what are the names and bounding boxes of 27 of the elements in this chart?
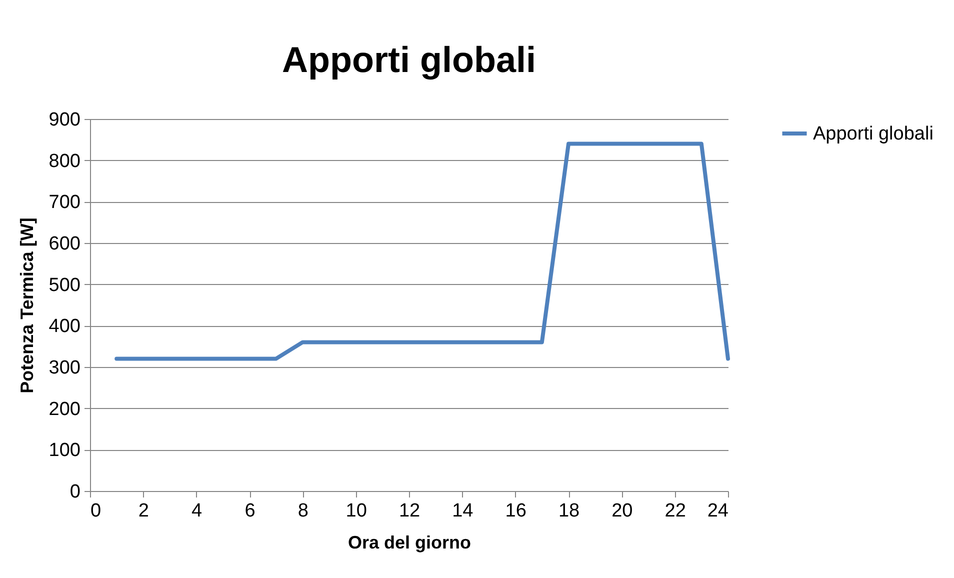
x-tick-label: 6	[244, 500, 256, 522]
y-tick-label: 300	[48, 358, 80, 378]
x-tick-label: 8	[298, 500, 308, 522]
x-tick-label: 2	[138, 500, 149, 522]
chart-title: Apporti globali	[282, 39, 536, 80]
x-tick-label: 14	[452, 500, 474, 522]
y-tick-label: 600	[48, 234, 80, 254]
x-tick-label: 12	[398, 500, 420, 522]
x-tick-label: 22	[664, 500, 686, 522]
y-tick-label: 100	[48, 440, 80, 462]
y-tick-label: 700	[48, 192, 80, 214]
x-axis-title: Ora del giorno	[348, 532, 472, 552]
x-tick-label: 18	[558, 500, 580, 522]
y-tick-label: 400	[48, 316, 80, 338]
x-tick-label: 4	[192, 500, 203, 522]
x-tick-label: 20	[612, 500, 633, 522]
y-tick-label: 900	[48, 110, 80, 130]
y-tick-label: 500	[48, 274, 80, 296]
y-tick-label: 200	[48, 398, 80, 420]
y-tick-label: 800	[48, 150, 80, 172]
legend-label: Apporti globali	[813, 124, 934, 144]
x-tick-label: 0	[90, 500, 102, 522]
x-tick-label: 24	[707, 500, 729, 522]
x-tick-label: 16	[505, 500, 526, 522]
y-tick-label: 0	[70, 482, 80, 502]
x-tick-label: 10	[346, 500, 367, 522]
y-axis-title: Potenza Termica [W]	[16, 218, 37, 394]
